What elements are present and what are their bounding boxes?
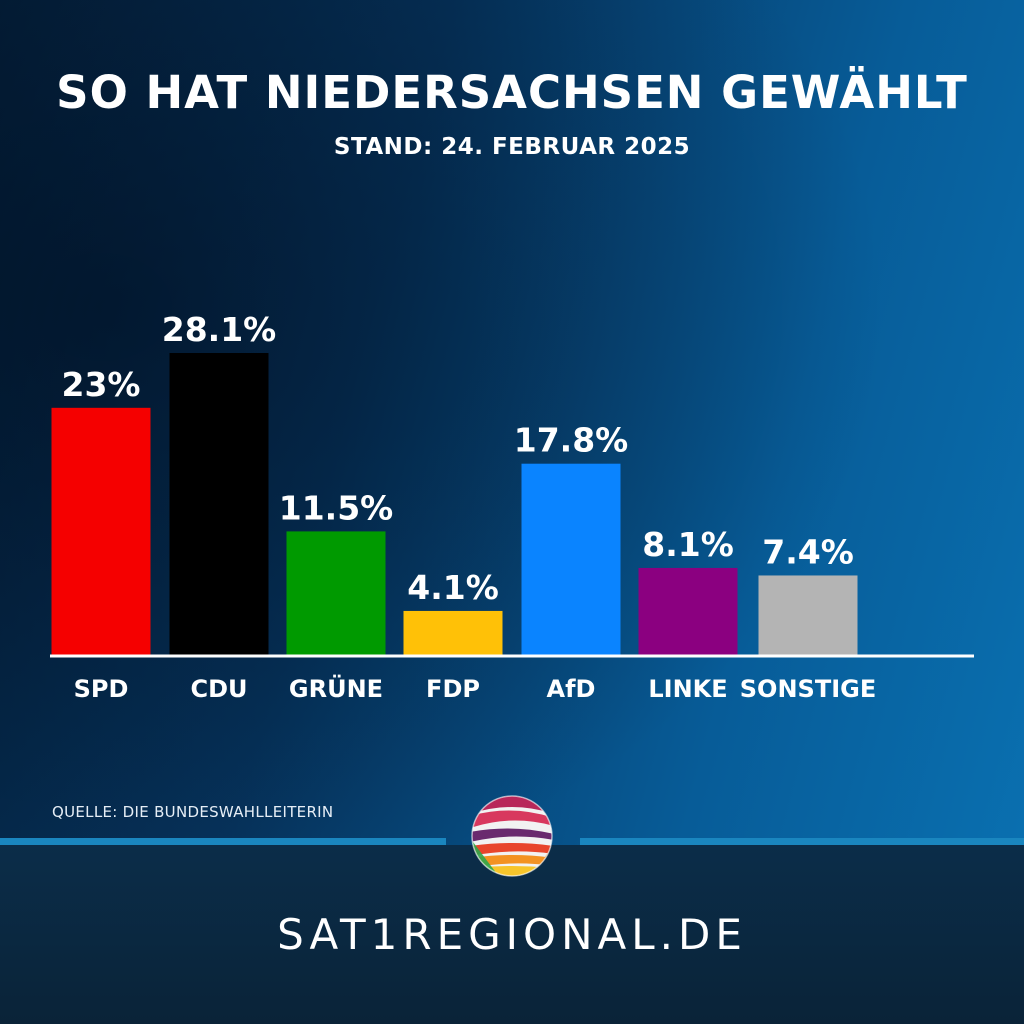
value-label-afd: 17.8% (514, 421, 629, 460)
category-label-linke: LINKE (648, 675, 727, 703)
chart-subtitle: STAND: 24. FEBRUAR 2025 (333, 134, 691, 160)
category-label-grune: GRÜNE (289, 673, 383, 703)
category-label-fdp: FDP (426, 675, 480, 703)
divider-right (580, 838, 1024, 845)
category-label-afd: AfD (547, 675, 596, 703)
value-label-linke: 8.1% (642, 525, 734, 564)
value-label-fdp: 4.1% (407, 568, 499, 607)
source-note: QUELLE: DIE BUNDESWAHLLEITERIN (52, 803, 334, 821)
value-label-grune: 11.5% (279, 488, 394, 527)
value-label-spd: 23% (62, 365, 141, 404)
value-label-sonstige: 7.4% (762, 532, 854, 571)
divider-left (0, 838, 446, 845)
bar-afd (521, 463, 621, 655)
category-label-cdu: CDU (190, 675, 247, 703)
category-label-spd: SPD (74, 675, 129, 703)
bar-fdp (403, 610, 503, 655)
chart-title: SO HAT NIEDERSACHSEN GEWÄHLT (56, 66, 968, 119)
website-label[interactable]: SAT1REGIONAL.DE (277, 910, 747, 959)
bar-sonstige (758, 575, 858, 655)
sat1-ball-logo-icon (471, 795, 553, 877)
bar-linke (638, 567, 738, 655)
bar-chart: 23% SPD 28.1% CDU 11.5% GRÜNE 4.1% FDP 17.8% AfD 8… (51, 310, 876, 703)
bar-spd (51, 407, 151, 655)
bar-cdu (169, 353, 269, 655)
value-label-cdu: 28.1% (162, 310, 277, 349)
bar-grune (286, 531, 386, 655)
category-label-sonstige: SONSTIGE (740, 675, 876, 703)
